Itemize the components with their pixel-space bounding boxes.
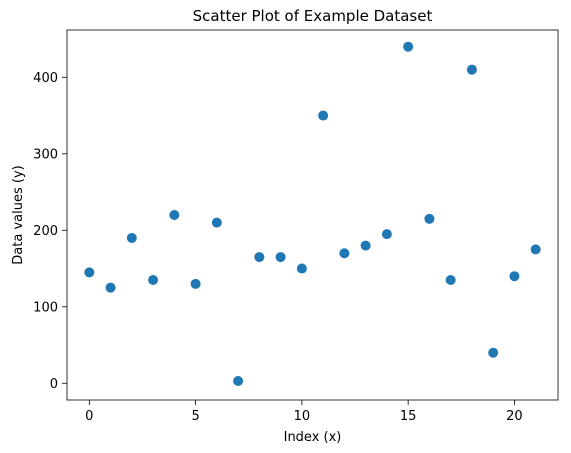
scatter-point bbox=[381, 229, 392, 240]
y-axis-label: Data values (y) bbox=[11, 165, 26, 264]
plot-frame bbox=[66, 29, 559, 401]
scatter-points bbox=[84, 41, 541, 386]
scatter-point bbox=[211, 217, 222, 228]
scatter-point bbox=[424, 213, 435, 224]
x-axis-label: Index (x) bbox=[284, 430, 342, 445]
scatter-point bbox=[105, 282, 116, 293]
scatter-point bbox=[445, 275, 456, 286]
scatter-point bbox=[233, 375, 244, 386]
y-tick-label: 400 bbox=[33, 71, 58, 86]
scatter-point bbox=[339, 248, 350, 259]
y-tick-label: 0 bbox=[50, 377, 58, 392]
x-tick-label: 15 bbox=[400, 409, 417, 424]
scatter-point bbox=[296, 263, 307, 274]
scatter-point bbox=[466, 64, 477, 75]
x-tick-label: 20 bbox=[506, 409, 523, 424]
scatter-point bbox=[509, 271, 520, 282]
scatter-point bbox=[275, 252, 286, 263]
scatter-point bbox=[488, 347, 499, 358]
scatter-point bbox=[84, 267, 95, 278]
scatter-point bbox=[169, 210, 180, 220]
y-tick-label: 300 bbox=[33, 147, 58, 162]
x-axis-ticks: 0 5 10 15 20 bbox=[85, 400, 523, 424]
scatter-point bbox=[318, 110, 329, 121]
scatter-point bbox=[254, 252, 265, 263]
scatter-point bbox=[148, 275, 159, 286]
plot-area bbox=[67, 30, 558, 400]
y-axis-ticks: 0 100 200 300 400 bbox=[33, 71, 67, 392]
y-tick-label: 100 bbox=[33, 300, 58, 315]
scatter-point bbox=[403, 41, 414, 52]
scatter-point bbox=[530, 244, 541, 255]
scatter-point bbox=[126, 232, 137, 243]
chart-title: Scatter Plot of Example Dataset bbox=[193, 7, 433, 25]
scatter-point bbox=[190, 278, 201, 289]
x-tick-label: 10 bbox=[294, 409, 311, 424]
scatter-point bbox=[360, 240, 371, 251]
x-tick-label: 0 bbox=[85, 409, 93, 424]
x-tick-label: 5 bbox=[191, 409, 199, 424]
y-tick-label: 200 bbox=[33, 224, 58, 239]
